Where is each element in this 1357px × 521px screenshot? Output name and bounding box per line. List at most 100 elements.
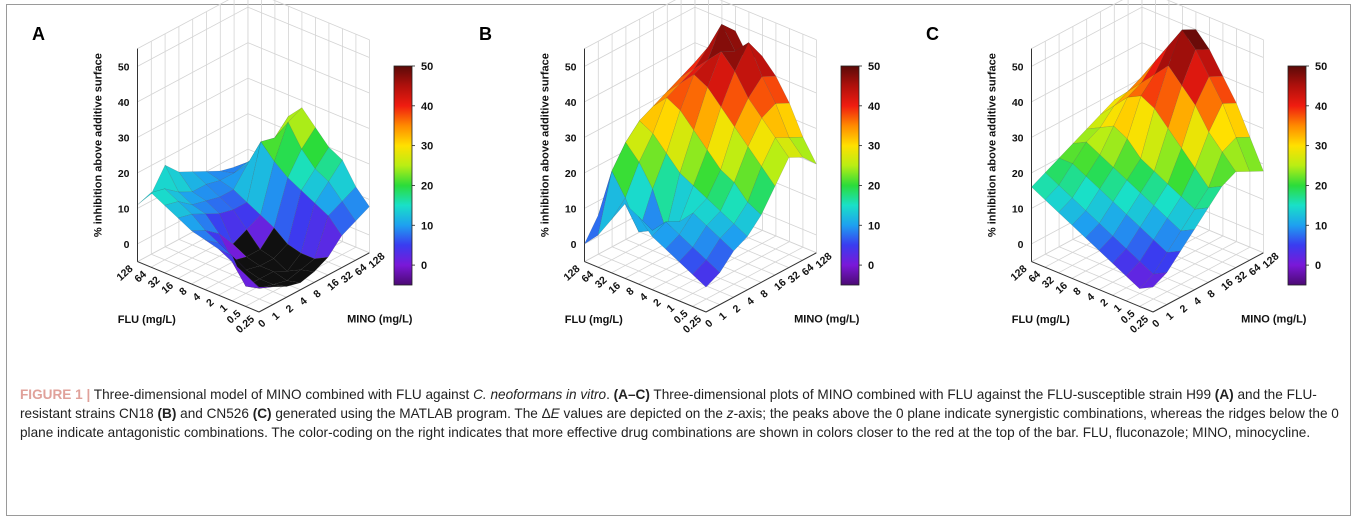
- colorbar-tick-label: 0: [868, 260, 874, 272]
- z-tick-label: 30: [118, 132, 130, 144]
- grid-line: [151, 253, 273, 305]
- colorbar-gradient: [393, 65, 413, 286]
- colorbar-tick-label: 50: [1315, 61, 1327, 73]
- surface-cell: [707, 51, 736, 108]
- surface-cell: [328, 201, 356, 236]
- z-tick-label: 50: [118, 61, 130, 73]
- x-tick-label: 8: [624, 285, 636, 298]
- z-tick-label: 30: [565, 132, 577, 144]
- colorbar-tick-label: 20: [1315, 180, 1327, 192]
- caption-segment: generated using the MATLAB program. The …: [271, 406, 551, 421]
- surface-cell: [1044, 184, 1073, 213]
- surface-cell: [273, 280, 301, 287]
- colorbar-tick-label: 20: [421, 180, 433, 192]
- z-axis-title: % inhibition above additive surface: [987, 53, 999, 237]
- caption-segment: E: [550, 406, 560, 421]
- surface-cell: [597, 170, 626, 236]
- surface-cell: [611, 197, 639, 233]
- axes: [1031, 48, 1264, 313]
- colorbar-tick-label: 50: [868, 61, 880, 73]
- surface-cell: [651, 221, 680, 250]
- z-tick-label: 40: [565, 97, 577, 109]
- colorbar-tick-label: 0: [1315, 260, 1321, 272]
- caption-segment: (B): [157, 406, 177, 421]
- surface-cell: [1152, 250, 1181, 275]
- x-tick-label: 128: [114, 263, 135, 284]
- z-tick-label: 50: [1012, 61, 1024, 73]
- surface-cell: [219, 209, 247, 245]
- colorbar-tick-label: 30: [421, 141, 433, 153]
- surface-cell: [1071, 210, 1100, 239]
- surface-cell: [1098, 235, 1127, 264]
- x-axis-line: [137, 261, 260, 313]
- panel-letter: A: [32, 24, 45, 44]
- z-tick-label: 20: [1012, 168, 1024, 180]
- figure-caption: FIGURE 1 | Three-dimensional model of MI…: [20, 385, 1340, 442]
- y-tick-label: 2: [284, 302, 296, 315]
- z-ticks: 0 10 20 30 40 50: [565, 61, 577, 251]
- x-axis-line: [584, 261, 707, 313]
- surface-cell: [680, 46, 709, 78]
- panel-letter: B: [479, 24, 492, 44]
- x-tick-label: 8: [1071, 285, 1083, 298]
- x-tick-label: 4: [1085, 291, 1097, 304]
- y-tick-label: 4: [297, 295, 309, 308]
- grid-line: [678, 241, 790, 302]
- caption-segment: (A): [1214, 387, 1234, 402]
- grid-line: [692, 246, 804, 307]
- caption-segment: and the FLU-resistant strains CN18: [20, 387, 1317, 421]
- z-axis-title: % inhibition above additive surface: [93, 53, 105, 237]
- y-tick-label: 128: [1260, 250, 1281, 271]
- grid-line: [137, 42, 370, 103]
- surface-cell: [611, 141, 640, 199]
- x-tick-label: 16: [606, 280, 623, 297]
- y-tick-label: 8: [311, 288, 323, 301]
- y-tick-label: 8: [1205, 288, 1217, 301]
- colorbar: 0 10 20 30 40 50: [840, 61, 880, 286]
- y-tick-label: 0: [703, 317, 715, 330]
- colorbar-tick-label: 40: [1315, 101, 1327, 113]
- y-tick-label: 128: [813, 250, 834, 271]
- grid-line: [611, 246, 734, 298]
- z-tick-label: 20: [118, 168, 130, 180]
- y-tick-label: 0: [256, 317, 268, 330]
- z-tick-label: 10: [1012, 203, 1024, 215]
- x-tick-label: 2: [651, 296, 663, 309]
- z-tick-label: 0: [571, 239, 577, 251]
- z-tick-label: 20: [565, 168, 577, 180]
- colorbar: 0 10 20 30 40 50: [1287, 61, 1327, 286]
- caption-segment: Three-dimensional plots of MINO combined…: [649, 387, 1215, 402]
- y-tick-label: 1: [1164, 310, 1176, 323]
- grid-line: [1045, 253, 1167, 305]
- grid-line: [584, 0, 817, 49]
- surface-cell: [300, 256, 329, 272]
- surface-cell: [341, 186, 370, 222]
- colorbar-tick-label: 0: [421, 260, 427, 272]
- y-tick-label: 8: [758, 288, 770, 301]
- surface-cell: [679, 74, 708, 131]
- grid-line: [137, 6, 370, 67]
- y-tick-label: 0: [1150, 317, 1162, 330]
- surface-cell: [720, 42, 750, 72]
- y-tick-label: 2: [731, 302, 743, 315]
- y-tick-label: 4: [744, 295, 756, 308]
- panel-b: B 0 10 20 30 40 50% inhibition above additive …: [451, 0, 891, 364]
- surface-cell: [693, 50, 722, 88]
- colorbar-tick-label: 10: [421, 220, 433, 232]
- surface-cell: [231, 261, 260, 289]
- surface-cell: [1113, 95, 1142, 140]
- x-tick-label: 8: [177, 285, 189, 298]
- surface-cell: [639, 97, 668, 134]
- grid-line: [164, 246, 287, 298]
- z-tick-label: 10: [118, 203, 130, 215]
- surface-cell: [665, 234, 694, 263]
- x-tick-label: 16: [1053, 280, 1070, 297]
- caption-segment: values are depicted on the: [559, 406, 727, 421]
- surface-cell: [638, 216, 666, 237]
- surface-cell: [1058, 197, 1087, 226]
- surface-cell: [584, 170, 612, 245]
